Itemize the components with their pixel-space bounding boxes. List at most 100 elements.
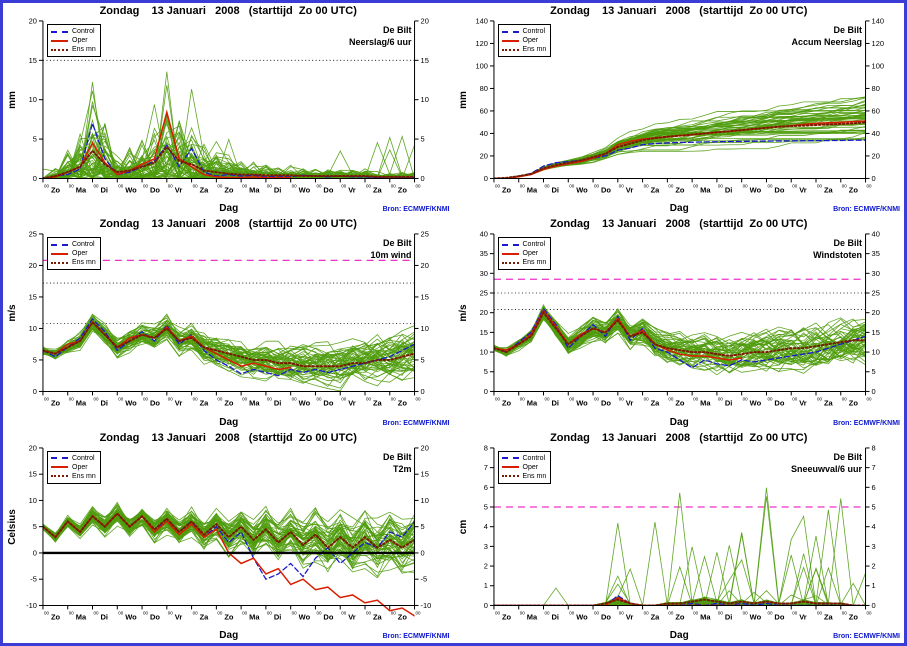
station-name: De Bilt	[833, 25, 862, 35]
svg-text:00: 00	[316, 397, 321, 402]
control-line-sample	[501, 30, 519, 33]
svg-text:Di: Di	[551, 612, 558, 621]
svg-text:10: 10	[421, 95, 429, 104]
svg-text:00: 00	[767, 397, 772, 402]
svg-text:0: 0	[483, 174, 487, 183]
svg-text:0: 0	[421, 387, 425, 396]
svg-text:Wo: Wo	[125, 185, 137, 194]
svg-text:Zo: Zo	[398, 612, 408, 621]
panel-title: Zondag 13 Januari 2008 (starttijd Zo 00 …	[99, 431, 357, 444]
svg-text:40: 40	[479, 129, 487, 138]
svg-text:Za: Za	[650, 612, 660, 621]
legend-label-ensmn: Ens mn	[522, 472, 547, 480]
svg-text:00: 00	[341, 610, 346, 615]
svg-text:20: 20	[29, 261, 37, 270]
svg-text:00: 00	[841, 397, 846, 402]
svg-text:4: 4	[871, 522, 875, 531]
svg-text:00: 00	[267, 397, 272, 402]
svg-text:00: 00	[416, 183, 421, 188]
svg-text:00: 00	[193, 397, 198, 402]
svg-text:0: 0	[871, 174, 875, 183]
svg-text:00: 00	[866, 610, 871, 615]
svg-text:5: 5	[871, 368, 875, 377]
control-line-sample	[51, 243, 68, 246]
y-axis-label: m/s	[457, 304, 469, 322]
svg-text:Wo: Wo	[299, 612, 311, 621]
svg-text:00: 00	[618, 183, 623, 188]
svg-text:00: 00	[118, 183, 123, 188]
svg-text:00: 00	[242, 610, 247, 615]
svg-text:Vr: Vr	[348, 399, 356, 408]
svg-text:3: 3	[871, 542, 875, 551]
svg-text:1: 1	[871, 581, 875, 590]
svg-text:Do: Do	[323, 612, 333, 621]
svg-text:00: 00	[693, 183, 698, 188]
svg-text:Di: Di	[274, 399, 281, 408]
panel-title: Zondag 13 Januari 2008 (starttijd Zo 00 …	[550, 218, 808, 231]
svg-text:00: 00	[792, 183, 797, 188]
svg-text:3: 3	[483, 542, 487, 551]
svg-text:00: 00	[44, 397, 49, 402]
svg-text:00: 00	[569, 397, 574, 402]
svg-text:Ma: Ma	[249, 185, 260, 194]
svg-text:15: 15	[29, 469, 37, 478]
svg-text:00: 00	[69, 183, 74, 188]
svg-text:15: 15	[479, 328, 487, 337]
svg-text:Wo: Wo	[749, 612, 761, 621]
svg-text:Zo: Zo	[398, 185, 408, 194]
legend-label-control: Control	[72, 454, 95, 462]
svg-text:5: 5	[421, 135, 425, 144]
control-line-sample	[51, 30, 68, 33]
source-credit: Bron: ECMWF/KNMI	[833, 206, 900, 214]
svg-text:Zo: Zo	[848, 399, 858, 408]
y-axis-label: m/s	[7, 304, 18, 322]
svg-text:6: 6	[483, 482, 487, 491]
svg-text:00: 00	[366, 397, 371, 402]
svg-text:0: 0	[871, 601, 875, 610]
svg-text:Di: Di	[551, 185, 558, 194]
svg-text:10: 10	[421, 324, 429, 333]
svg-text:25: 25	[871, 289, 879, 298]
svg-text:15: 15	[421, 469, 429, 478]
x-axis-label: Dag	[669, 629, 689, 641]
svg-text:Zo: Zo	[675, 185, 685, 194]
svg-text:35: 35	[871, 249, 879, 258]
svg-text:Do: Do	[601, 185, 611, 194]
svg-text:20: 20	[421, 261, 429, 270]
svg-text:Do: Do	[601, 399, 611, 408]
svg-text:00: 00	[792, 397, 797, 402]
svg-text:00: 00	[544, 397, 549, 402]
svg-text:Za: Za	[823, 185, 833, 194]
svg-text:Ma: Ma	[76, 612, 87, 621]
svg-text:35: 35	[479, 249, 487, 258]
legend: Control Oper Ens mn	[497, 450, 552, 484]
svg-text:Vr: Vr	[799, 612, 807, 621]
variable-name: T2m	[392, 463, 412, 474]
svg-text:00: 00	[569, 610, 574, 615]
svg-text:25: 25	[29, 230, 37, 239]
svg-text:Za: Za	[823, 399, 833, 408]
svg-text:2: 2	[871, 561, 875, 570]
svg-text:0: 0	[483, 387, 487, 396]
legend: Control Oper Ens mn	[47, 450, 101, 484]
svg-text:00: 00	[792, 610, 797, 615]
legend-label-oper: Oper	[72, 463, 88, 471]
svg-text:Do: Do	[774, 185, 784, 194]
legend-label-control: Control	[72, 241, 95, 249]
svg-text:00: 00	[816, 183, 821, 188]
station-block: De Bilt Sneeuwval/6 uur	[791, 452, 862, 474]
oper-line-sample	[51, 252, 68, 255]
svg-text:Di: Di	[274, 612, 281, 621]
svg-text:Zo: Zo	[501, 612, 511, 621]
svg-text:00: 00	[866, 397, 871, 402]
variable-name: 10m wind	[370, 250, 412, 261]
svg-text:Wo: Wo	[125, 612, 137, 621]
svg-text:0: 0	[871, 387, 875, 396]
svg-text:00: 00	[44, 183, 49, 188]
svg-text:15: 15	[871, 328, 879, 337]
panel-sneeuwval-6uur: 0 0 1 1 2 2 3 3 4 4 5 5 6 6 7 7 8 8 00 Zo 00 Ma 00 Di 00 Wo 00 Do 00…	[454, 430, 905, 643]
plot-sneeuwval-6uur: 0 01 12 23 34 45 56 67 78 800 Zo 00 Ma 00 Di 00 Wo 00 Do 00…	[483, 443, 875, 621]
svg-text:10: 10	[29, 496, 37, 505]
